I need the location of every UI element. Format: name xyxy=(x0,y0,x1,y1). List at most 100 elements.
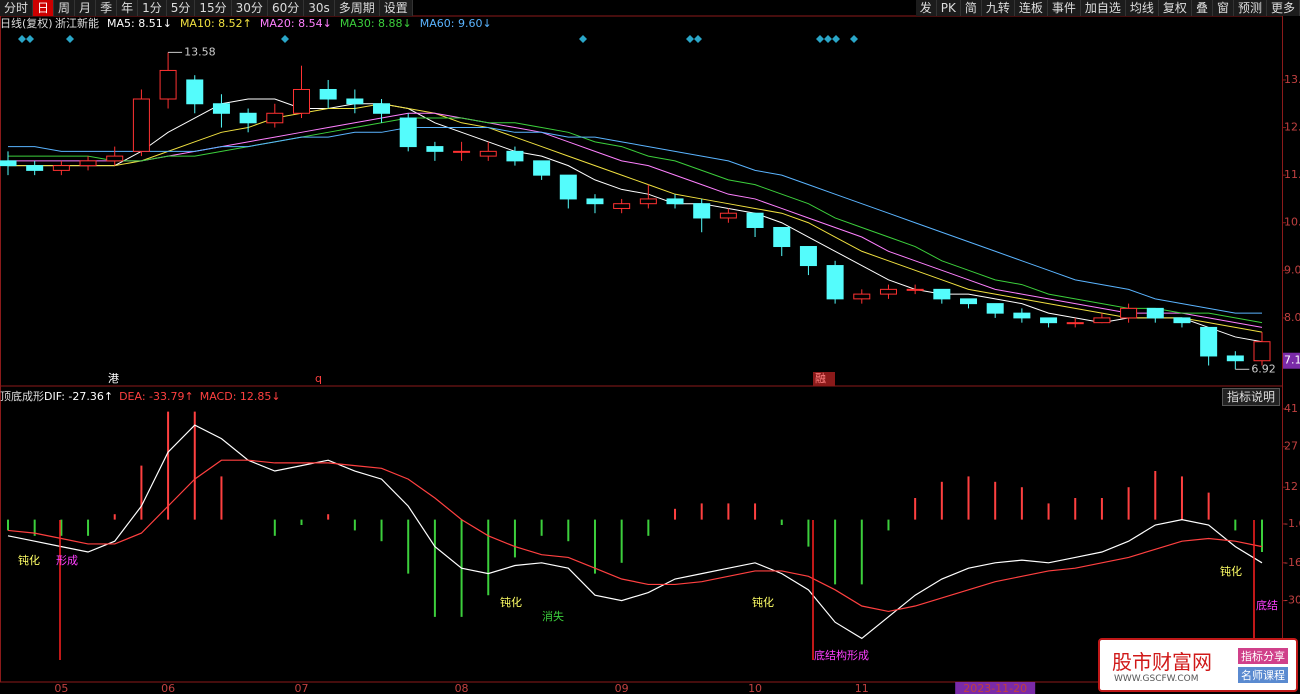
candle-body xyxy=(373,103,391,114)
candle-body xyxy=(960,298,978,305)
y-tick-label: -16 xyxy=(1284,556,1300,569)
toolbar-button[interactable]: 30分 xyxy=(232,0,268,16)
y-tick-label: 8.0 xyxy=(1284,311,1300,324)
last-price-label: 7.1 xyxy=(1284,354,1300,367)
candle-body xyxy=(559,174,577,200)
y-tick-label: 27 xyxy=(1284,440,1298,453)
toolbar-button[interactable]: 简 xyxy=(961,0,982,16)
candle-body xyxy=(239,112,257,124)
x-tick-label: 11 xyxy=(855,682,869,694)
candle-body xyxy=(1093,317,1111,324)
legend-entry: MA5: 8.51↓ xyxy=(107,17,172,30)
toolbar-button[interactable]: 窗 xyxy=(1213,0,1234,16)
toolbar-button[interactable]: 设置 xyxy=(380,0,413,16)
annotation: 底结构形成 xyxy=(814,648,869,662)
toolbar-button[interactable]: 预测 xyxy=(1234,0,1267,16)
annotation: 底结 xyxy=(1256,598,1278,612)
watermark-name: 股市财富网 xyxy=(1112,650,1212,674)
toolbar-button[interactable]: 30s xyxy=(304,0,335,16)
candle-body xyxy=(399,117,417,148)
candle-body xyxy=(826,265,844,300)
candle-body xyxy=(853,293,871,300)
legend-entry: MA60: 9.60↓ xyxy=(420,17,492,30)
y-tick-label: 9.0 xyxy=(1284,263,1300,276)
toolbar-button[interactable]: 均线 xyxy=(1126,0,1159,16)
toolbar-button[interactable]: 九转 xyxy=(982,0,1015,16)
signal-diamond xyxy=(66,35,74,43)
event-marker: q xyxy=(315,372,322,385)
legend-entry: MA30: 8.88↓ xyxy=(340,17,412,30)
signal-diamond xyxy=(579,35,587,43)
signal-diamond xyxy=(26,35,34,43)
candle-body xyxy=(506,150,524,162)
annotation: 钝化 xyxy=(500,595,522,609)
watermark-tag: 名师课程 xyxy=(1238,667,1288,683)
y-tick-label: -1.6 xyxy=(1284,517,1300,530)
candle-body xyxy=(746,212,764,228)
toolbar-button[interactable]: 连板 xyxy=(1015,0,1048,16)
y-tick-label: 13.0 xyxy=(1284,73,1300,86)
toolbar-button[interactable]: 季 xyxy=(96,0,118,16)
candle-body xyxy=(533,160,551,176)
y-tick-label: 11.0 xyxy=(1284,168,1300,181)
macd-line xyxy=(7,424,1263,640)
signal-diamond xyxy=(694,35,702,43)
chart-title: 日线(复权) xyxy=(0,16,53,30)
moving-average-line xyxy=(8,98,1263,343)
toolbar-button[interactable]: 事件 xyxy=(1048,0,1081,16)
max-price-label: 13.58 xyxy=(184,45,216,58)
indicator-title: 顶底成形 xyxy=(0,389,44,403)
marker-bg xyxy=(813,372,835,386)
toolbar-button[interactable]: 60分 xyxy=(268,0,305,16)
watermark-url: WWW.GSCFW.COM xyxy=(1114,674,1199,684)
candle-body xyxy=(879,288,897,295)
candle-body xyxy=(613,203,631,209)
toolbar-button[interactable]: 加自选 xyxy=(1081,0,1126,16)
candle-body xyxy=(1146,307,1164,319)
annotation: 钝化 xyxy=(18,553,40,567)
toolbar-button[interactable]: 叠 xyxy=(1192,0,1213,16)
toolbar-button[interactable]: 日 xyxy=(33,0,55,16)
toolbar-button[interactable]: 更多 xyxy=(1267,0,1300,16)
candle-body xyxy=(479,150,497,157)
toolbar-button[interactable]: 5分 xyxy=(167,0,196,16)
toolbar-button[interactable]: 复权 xyxy=(1159,0,1192,16)
legend-entry: MACD: 12.85↓ xyxy=(200,390,281,403)
signal-diamond xyxy=(850,35,858,43)
candle-body xyxy=(1040,317,1058,324)
x-tick-label: 2023-11-20 xyxy=(963,682,1027,694)
candle-body xyxy=(799,246,817,267)
candle-body xyxy=(453,150,471,153)
toolbar-button[interactable]: 多周期 xyxy=(335,0,380,16)
y-tick-label: 10.0 xyxy=(1284,216,1300,229)
toolbar-button[interactable]: 月 xyxy=(75,0,97,16)
candle-body xyxy=(292,88,310,114)
annotation: 形成 xyxy=(56,554,78,567)
signal-diamond xyxy=(281,35,289,43)
moving-average-line xyxy=(8,127,1262,314)
toolbar-button[interactable]: 年 xyxy=(117,0,139,16)
candle-body xyxy=(639,198,657,205)
annotation: 消失 xyxy=(542,609,564,623)
candle-body xyxy=(719,212,737,219)
toolbar-button[interactable]: 1分 xyxy=(138,0,167,16)
toolbar-button[interactable]: 分时 xyxy=(0,0,34,16)
watermark: 股市财富网 WWW.GSCFW.COM 指标分享 名师课程 xyxy=(1098,638,1298,692)
x-tick-label: 05 xyxy=(54,682,68,694)
candle-body xyxy=(319,88,337,100)
indicator-help-button[interactable]: 指标说明 xyxy=(1222,388,1281,406)
toolbar-button[interactable]: 15分 xyxy=(195,0,232,16)
signal-diamond xyxy=(686,35,694,43)
candle-body xyxy=(1226,355,1244,362)
toolbar-button[interactable]: PK xyxy=(937,0,961,16)
signal-diamond xyxy=(816,35,824,43)
legend-entry: DIF: -27.36↑ xyxy=(44,390,113,403)
toolbar-button[interactable]: 周 xyxy=(54,0,76,16)
signal-diamond xyxy=(824,35,832,43)
candle-body xyxy=(426,146,444,152)
candle-body xyxy=(266,112,284,124)
x-tick-label: 08 xyxy=(455,682,469,694)
cursor-date-box xyxy=(955,682,1036,694)
toolbar-button[interactable]: 发 xyxy=(916,0,937,16)
